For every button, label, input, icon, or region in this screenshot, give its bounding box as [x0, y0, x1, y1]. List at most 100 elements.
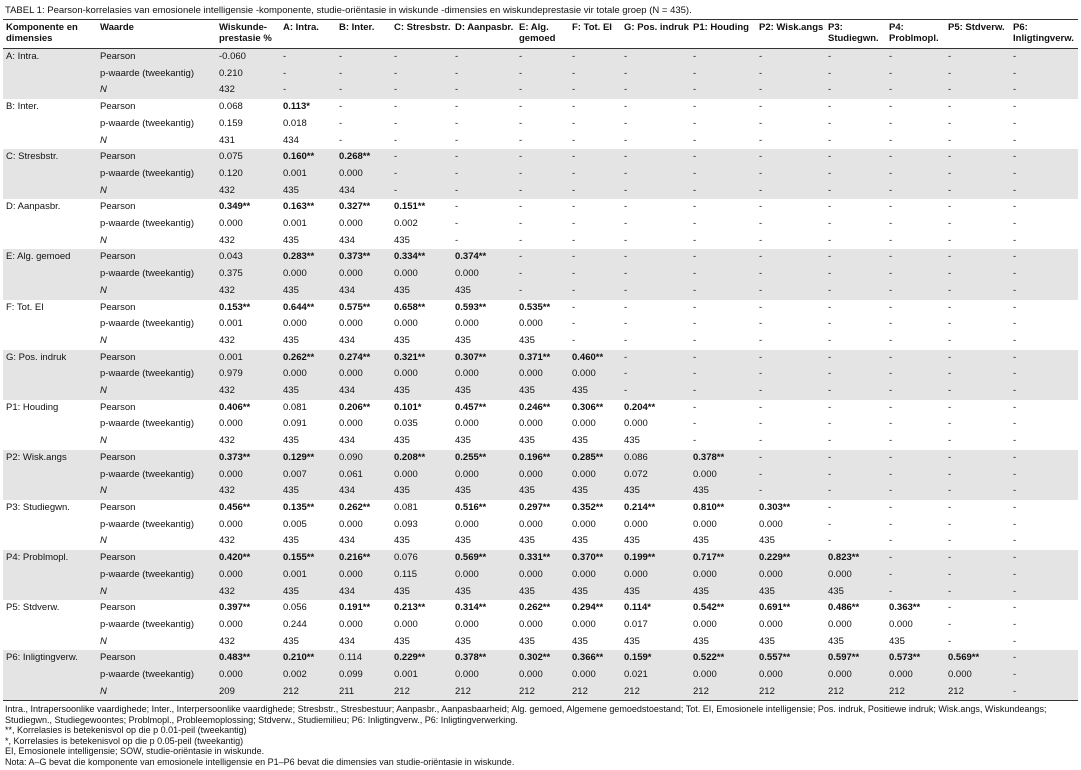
row-label: p-waarde (tweekantig) [97, 366, 216, 384]
value-cell: - [455, 234, 459, 246]
value-cell: 435 [828, 635, 844, 647]
value-cell: 0.294** [572, 602, 604, 614]
value-cell: 435 [394, 435, 410, 447]
value-cell: 434 [339, 635, 355, 647]
value-cell: 0.262** [339, 501, 371, 513]
value-cell: - [693, 117, 697, 129]
row-label: p-waarde (tweekantig) [97, 65, 216, 83]
value-cell: 0.000 [452, 667, 516, 684]
empty-cell [3, 683, 97, 702]
value-cell: - [886, 466, 945, 484]
empty-cell [3, 333, 97, 350]
value-cell: - [693, 401, 697, 413]
value-cell: - [945, 165, 1010, 183]
value-cell: - [391, 82, 452, 100]
value-cell: 212 [391, 683, 452, 702]
value-cell: 0.018 [283, 117, 307, 129]
value-cell: - [572, 334, 576, 346]
value-cell: - [756, 149, 825, 166]
value-cell: - [516, 249, 569, 267]
value-cell: - [1013, 602, 1017, 614]
value-cell: 435 [455, 535, 471, 547]
row-label: N [97, 282, 216, 300]
value-cell: - [624, 218, 628, 230]
value-cell: 212 [569, 683, 621, 702]
table-row: P5: Stdverw. Pearson 0.397** 0.056 0.191** 0.… [3, 600, 1078, 617]
value-cell: 212 [452, 683, 516, 702]
value-cell: - [948, 518, 952, 530]
value-cell: 0.043 [216, 249, 280, 267]
value-cell: 432 [219, 334, 235, 346]
value-cell: 0.163** [283, 201, 315, 213]
value-cell: - [828, 117, 832, 129]
value-cell: 435 [569, 483, 621, 500]
value-cell: - [572, 201, 576, 213]
value-cell: - [886, 149, 945, 166]
empty-cell [3, 583, 97, 601]
value-cell: - [452, 82, 516, 100]
empty-cell [3, 566, 97, 584]
value-cell: - [756, 383, 825, 400]
value-cell: 0.000 [693, 618, 717, 630]
value-cell: 432 [216, 182, 280, 200]
value-cell: 0.000 [516, 466, 569, 484]
table-row: p-waarde (tweekantig) 0.000 0.001 0.000 0.11… [3, 566, 1078, 584]
empty-cell [3, 533, 97, 550]
value-cell: - [519, 134, 523, 146]
row-label: Pearson [97, 550, 216, 567]
value-cell: - [889, 401, 893, 413]
empty-cell [3, 483, 97, 500]
value-cell: 0.255** [452, 449, 516, 467]
value-cell: - [886, 266, 945, 283]
value-cell: - [624, 101, 628, 113]
empty-cell [3, 667, 97, 684]
value-cell: 0.204** [624, 401, 656, 413]
value-cell: 0.000 [825, 566, 886, 584]
value-cell: 0.090 [336, 449, 391, 467]
row-label: Pearson [100, 501, 136, 513]
table-row: N 431 434 - - - - - - - - - - - - [3, 133, 1078, 150]
value-cell: - [624, 318, 628, 330]
value-cell: - [569, 165, 621, 183]
value-cell: 0.002 [394, 218, 418, 230]
group-label: P4: Problmopl. [3, 550, 97, 567]
table-row: N 432 435 434 435 435 435 435 435 435 435 435 435 - - [3, 634, 1078, 651]
value-cell: - [889, 418, 893, 430]
empty-cell [3, 466, 97, 484]
value-cell: 0.823** [825, 550, 886, 567]
value-cell: - [1013, 201, 1017, 213]
value-cell: -0.060 [216, 48, 280, 66]
value-cell: - [394, 101, 398, 113]
value-cell: 0.000 [391, 366, 452, 384]
value-cell: 0.000 [759, 518, 783, 530]
column-header: D: Aanpasbr. [452, 20, 516, 49]
group-label: D: Aanpasbr. [6, 201, 61, 213]
row-label: Pearson [100, 602, 136, 614]
value-cell: - [945, 466, 1010, 484]
value-cell: - [756, 483, 825, 500]
value-cell: 0.206** [339, 401, 371, 413]
table-row: p-waarde (tweekantig) 0.210- - - - - - - - - - - - - [3, 65, 1078, 83]
value-cell: - [693, 234, 697, 246]
value-cell: 435 [452, 583, 516, 601]
value-cell: 0.000 [572, 418, 596, 430]
value-cell: 435 [519, 435, 535, 447]
value-cell: 0.035 [394, 418, 418, 430]
value-cell: 0.000 [569, 366, 621, 384]
value-cell: - [759, 334, 763, 346]
value-cell: 0.000 [216, 466, 280, 484]
value-cell: 0.522** [690, 650, 756, 668]
value-cell: - [572, 318, 576, 330]
value-cell: - [886, 282, 945, 300]
value-cell: 0.000 [455, 318, 479, 330]
value-cell: - [945, 566, 1010, 584]
value-cell: - [690, 266, 756, 283]
value-cell: - [945, 366, 1010, 384]
value-cell: - [690, 165, 756, 183]
empty-cell [3, 116, 97, 133]
table-row: N 432 435 434 435 435 435 435- - - - - - - [3, 383, 1078, 400]
value-cell: 0.810** [693, 501, 725, 513]
value-cell: 0.262** [519, 602, 551, 614]
row-label: Pearson [97, 48, 216, 66]
value-cell: - [624, 301, 628, 313]
